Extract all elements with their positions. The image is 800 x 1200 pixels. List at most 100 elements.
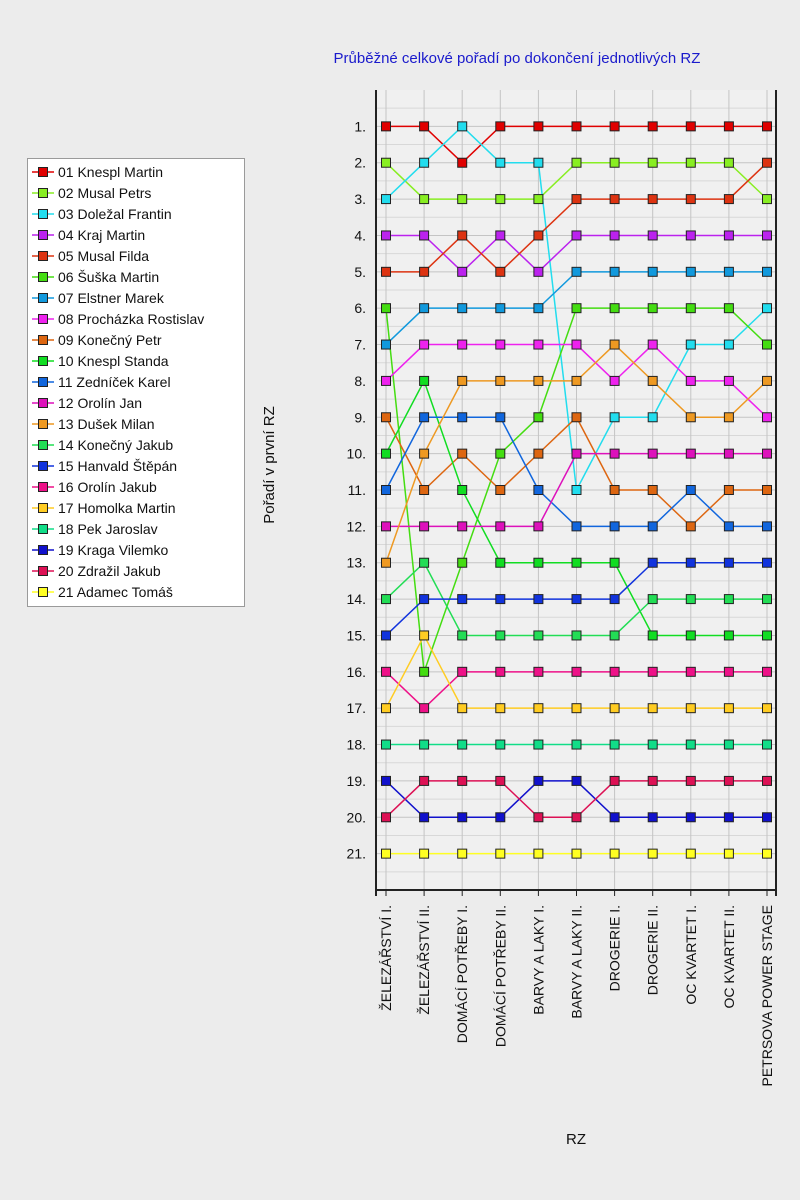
data-point xyxy=(419,848,430,859)
y-tick-label: 11. xyxy=(348,482,366,498)
x-axis-label: RZ xyxy=(566,1131,586,1148)
data-point xyxy=(685,375,696,386)
data-point xyxy=(571,303,582,314)
data-point xyxy=(381,594,391,605)
legend-label: 16 Orolín Jakub xyxy=(58,479,157,495)
data-point xyxy=(609,375,620,386)
data-point xyxy=(571,666,582,677)
data-point xyxy=(647,812,658,823)
data-point xyxy=(647,121,658,132)
data-point xyxy=(495,230,506,241)
data-point xyxy=(723,521,734,532)
data-point xyxy=(685,848,696,859)
data-point xyxy=(685,121,696,132)
y-tick-label: 9. xyxy=(354,409,366,425)
data-point xyxy=(533,157,544,168)
legend-marker xyxy=(38,209,48,219)
data-point xyxy=(419,194,430,205)
data-point xyxy=(762,375,772,386)
data-point xyxy=(381,375,391,386)
legend-item: 11 Zedníček Karel xyxy=(32,374,171,390)
x-tick-label: OC KVARTET I. xyxy=(683,905,699,1005)
data-point xyxy=(647,157,658,168)
legend-marker xyxy=(38,377,48,387)
data-point xyxy=(571,157,582,168)
data-point xyxy=(685,594,696,605)
data-point xyxy=(762,412,772,423)
legend-label: 20 Zdražil Jakub xyxy=(58,563,161,579)
data-point xyxy=(495,375,506,386)
legend-label: 18 Pek Jaroslav xyxy=(58,521,158,537)
data-point xyxy=(762,485,772,495)
data-point xyxy=(381,557,391,568)
legend-item: 01 Knespl Martin xyxy=(32,164,163,180)
legend-item: 19 Kraga Vilemko xyxy=(32,542,168,558)
data-point xyxy=(647,485,658,495)
data-point xyxy=(723,485,734,495)
data-point xyxy=(381,775,391,786)
data-point xyxy=(609,848,620,859)
data-point xyxy=(723,848,734,859)
data-point xyxy=(495,157,506,168)
data-point xyxy=(419,230,430,241)
data-point xyxy=(457,194,468,205)
data-point xyxy=(533,230,544,241)
data-point xyxy=(419,739,430,750)
data-point xyxy=(571,485,582,495)
data-point xyxy=(419,812,430,823)
legend-item: 04 Kraj Martin xyxy=(32,227,145,243)
legend-marker xyxy=(38,398,48,408)
data-point xyxy=(381,630,391,641)
legend-label: 06 Šuška Martin xyxy=(58,269,159,285)
data-point xyxy=(609,485,620,495)
data-point xyxy=(723,775,734,786)
legend-marker xyxy=(38,419,48,429)
data-point xyxy=(533,266,544,277)
data-point xyxy=(495,121,506,132)
data-point xyxy=(495,630,506,641)
data-point xyxy=(647,303,658,314)
data-point xyxy=(762,775,772,786)
y-tick-label: 14. xyxy=(347,591,366,607)
y-tick-label: 7. xyxy=(354,337,366,353)
y-tick-label: 4. xyxy=(354,227,366,243)
data-point xyxy=(457,630,468,641)
y-tick-label: 6. xyxy=(354,300,366,316)
data-point xyxy=(609,194,620,205)
data-point xyxy=(381,339,391,350)
data-point xyxy=(495,594,506,605)
data-point xyxy=(571,557,582,568)
data-point xyxy=(457,412,468,423)
data-point xyxy=(457,303,468,314)
data-point xyxy=(533,194,544,205)
data-point xyxy=(495,557,506,568)
data-point xyxy=(533,412,544,423)
legend-item: 13 Dušek Milan xyxy=(32,416,155,432)
data-point xyxy=(419,775,430,786)
x-tick-label: ŽELEZÁŘSTVÍ II. xyxy=(416,905,432,1015)
x-tick-label: BARVY A LAKY II. xyxy=(569,905,585,1019)
data-point xyxy=(762,448,772,459)
data-point xyxy=(571,775,582,786)
y-tick-label: 13. xyxy=(347,555,366,571)
data-point xyxy=(685,812,696,823)
legend-marker xyxy=(38,188,48,198)
data-point xyxy=(533,775,544,786)
data-point xyxy=(685,739,696,750)
data-point xyxy=(723,230,734,241)
data-point xyxy=(381,485,391,495)
legend-item: 15 Hanvald Štěpán xyxy=(32,458,177,474)
data-point xyxy=(685,666,696,677)
y-tick-label: 19. xyxy=(347,773,366,789)
data-point xyxy=(495,412,506,423)
data-point xyxy=(723,812,734,823)
data-point xyxy=(381,157,391,168)
data-point xyxy=(419,666,430,677)
data-point xyxy=(571,339,582,350)
y-tick-label: 12. xyxy=(347,518,366,534)
legend-item: 18 Pek Jaroslav xyxy=(32,521,158,537)
data-point xyxy=(762,339,772,350)
data-point xyxy=(609,412,620,423)
legend-label: 01 Knespl Martin xyxy=(58,164,163,180)
data-point xyxy=(762,739,772,750)
